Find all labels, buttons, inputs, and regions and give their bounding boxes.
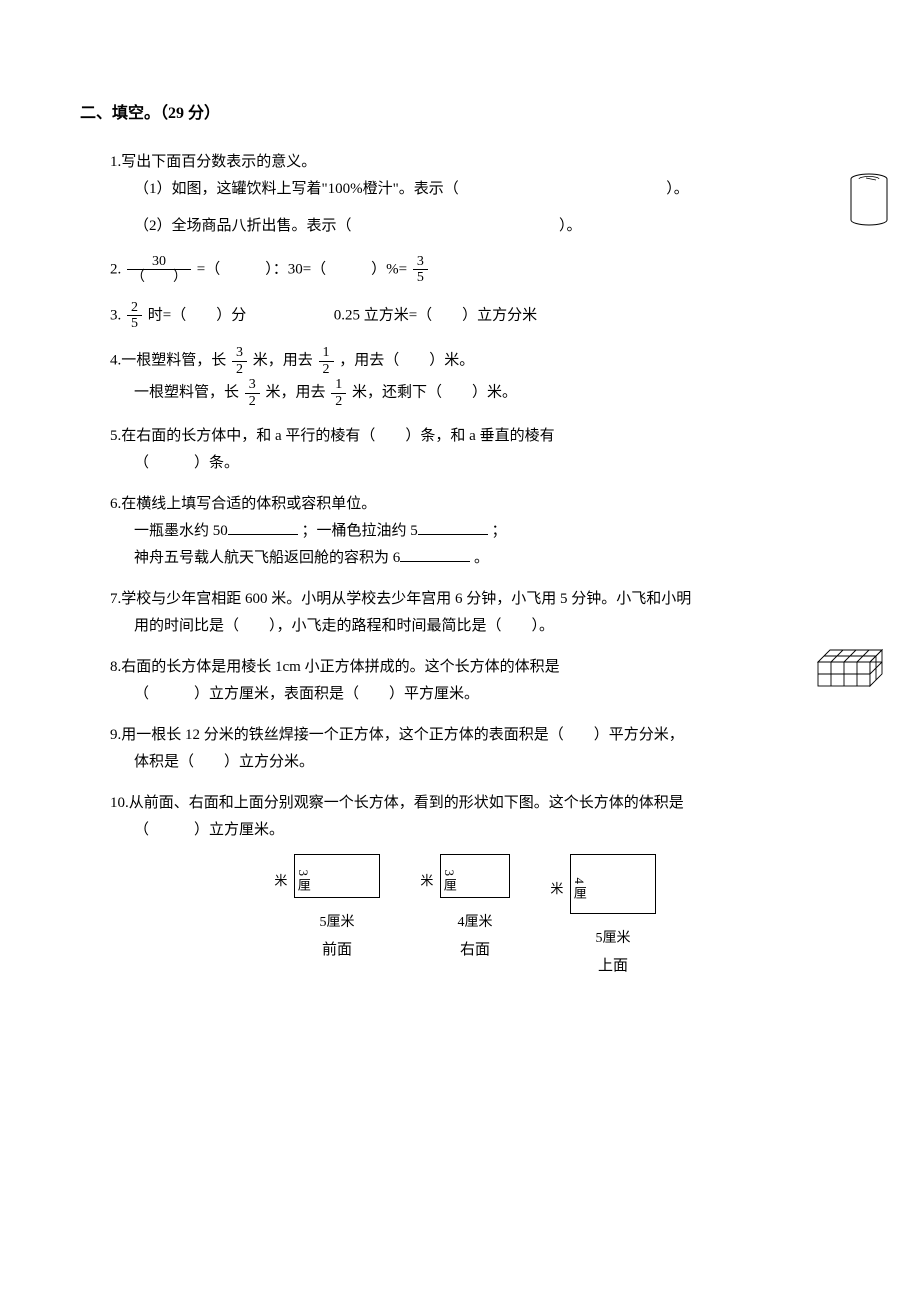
q1-sub2-text: （2）全场商品八折出售。表示（ xyxy=(134,218,352,234)
q4-f4d: 2 xyxy=(331,393,346,409)
q4-f1n: 3 xyxy=(232,345,247,360)
view-front-hlabel: 5厘米 xyxy=(294,910,380,935)
q6-l1: 6.在横线上填写合适的体积或容积单位。 xyxy=(110,491,840,518)
q10: 10.从前面、右面和上面分别观察一个长方体，看到的形状如下图。这个长方体的体积是… xyxy=(110,790,840,980)
q1-sub1-text: （1）如图，这罐饮料上写着"100%橙汁"。表示（ xyxy=(134,181,459,197)
view-top-box xyxy=(570,854,656,914)
q6-l3: 神舟五号载人航天飞船返回舱的容积为 6 。 xyxy=(134,545,840,572)
q2-prefix: 2. xyxy=(110,261,121,277)
q4-f2d: 2 xyxy=(319,361,334,377)
view-front-face: 前面 xyxy=(294,937,380,964)
q4-l1a: 4.一根塑料管，长 xyxy=(110,353,226,369)
q3-frac1-num: 2 xyxy=(127,300,142,315)
q4-l2b: 米，用去 xyxy=(266,384,326,400)
q3-frac1-den: 5 xyxy=(127,315,142,331)
view-right-hlabel: 4厘米 xyxy=(440,910,510,935)
q9-l1: 9.用一根长 12 分米的铁丝焊接一个正方体，这个正方体的表面积是（ ）平方分米… xyxy=(110,722,840,749)
q3-prefix: 3. xyxy=(110,307,121,323)
q6-l3b: 。 xyxy=(474,550,489,566)
q5: 5.在右面的长方体中，和 a 平行的棱有（ ）条，和 a 垂直的棱有 （ ）条。 xyxy=(110,423,840,477)
q3: 3. 2 5 时=（ ）分 0.25 立方米=（ ）立方分米 xyxy=(110,300,840,332)
view-top-face: 上面 xyxy=(570,953,656,980)
cuboid-grid-icon xyxy=(816,648,890,698)
q2-mid: =（ ）：30=（ ）%= xyxy=(197,261,411,277)
q7-l1: 7.学校与少年宫相距 600 米。小明从学校去少年宫用 6 分钟，小飞用 5 分… xyxy=(110,586,840,613)
view-right: 3厘米 4厘米 右面 xyxy=(440,854,510,980)
q1-stem: 1.写出下面百分数表示的意义。 xyxy=(110,149,840,176)
q4-frac2: 1 2 xyxy=(319,345,334,377)
q4-l2c: 米，还剩下（ ）米。 xyxy=(352,384,517,400)
q6-l2: 一瓶墨水约 50 ；一桶色拉油约 5 ； xyxy=(134,518,840,545)
q6: 6.在横线上填写合适的体积或容积单位。 一瓶墨水约 50 ；一桶色拉油约 5 ；… xyxy=(110,491,840,572)
q4-f3d: 2 xyxy=(245,393,260,409)
can-icon xyxy=(848,172,890,238)
three-views: 3厘米 5厘米 前面 3厘米 4厘米 右面 4厘米 5厘米 xyxy=(110,854,840,980)
q3-frac1: 2 5 xyxy=(127,300,142,332)
q2: 2. 30 （ ） =（ ）：30=（ ）%= 3 5 xyxy=(110,254,840,286)
view-front: 3厘米 5厘米 前面 xyxy=(294,854,380,980)
view-right-box xyxy=(440,854,510,898)
q4-l2a: 一根塑料管，长 xyxy=(134,384,239,400)
q3-part1: 时=（ ）分 xyxy=(148,307,246,323)
q7: 7.学校与少年宫相距 600 米。小明从学校去少年宫用 6 分钟，小飞用 5 分… xyxy=(110,586,840,640)
q2-frac2: 3 5 xyxy=(413,254,428,286)
q10-l2: （ ）立方厘米。 xyxy=(134,817,840,844)
questions: 1.写出下面百分数表示的意义。 （1）如图，这罐饮料上写着"100%橙汁"。表示… xyxy=(110,149,840,980)
q4-f4n: 1 xyxy=(331,377,346,392)
q6-blank2 xyxy=(418,520,488,535)
q4-frac3: 3 2 xyxy=(245,377,260,409)
q9: 9.用一根长 12 分米的铁丝焊接一个正方体，这个正方体的表面积是（ ）平方分米… xyxy=(110,722,840,776)
q8-l2: （ ）立方厘米，表面积是（ ）平方厘米。 xyxy=(134,681,840,708)
q4-l1c: ，用去（ ）米。 xyxy=(339,353,474,369)
q6-l2a: 一瓶墨水约 50 xyxy=(134,523,228,539)
q4-frac4: 1 2 xyxy=(331,377,346,409)
view-front-box xyxy=(294,854,380,898)
q6-blank3 xyxy=(400,547,470,562)
view-top-hlabel: 5厘米 xyxy=(570,926,656,951)
q1: 1.写出下面百分数表示的意义。 （1）如图，这罐饮料上写着"100%橙汁"。表示… xyxy=(110,149,840,240)
q10-l1: 10.从前面、右面和上面分别观察一个长方体，看到的形状如下图。这个长方体的体积是 xyxy=(110,790,840,817)
q4: 4.一根塑料管，长 3 2 米，用去 1 2 ，用去（ ）米。 一根塑料管，长 … xyxy=(110,345,840,409)
q1-sub2-end: ）。 xyxy=(559,218,582,234)
q1-sub2: （2）全场商品八折出售。表示（ ）。 xyxy=(134,213,840,240)
q2-frac1-num: 30 xyxy=(127,254,191,269)
q8-l1: 8.右面的长方体是用棱长 1cm 小正方体拼成的。这个长方体的体积是 xyxy=(110,654,840,681)
view-top: 4厘米 5厘米 上面 xyxy=(570,854,656,980)
q8: 8.右面的长方体是用棱长 1cm 小正方体拼成的。这个长方体的体积是 （ ）立方… xyxy=(110,654,840,708)
q4-line2: 一根塑料管，长 3 2 米，用去 1 2 米，还剩下（ ）米。 xyxy=(134,377,840,409)
q2-frac2-den: 5 xyxy=(413,269,428,285)
q4-f1d: 2 xyxy=(232,361,247,377)
q2-frac2-num: 3 xyxy=(413,254,428,269)
q4-frac1: 3 2 xyxy=(232,345,247,377)
q5-l1: 5.在右面的长方体中，和 a 平行的棱有（ ）条，和 a 垂直的棱有 xyxy=(110,423,840,450)
q5-l2: （ ）条。 xyxy=(134,450,840,477)
section-title: 二、填空。（29 分） xyxy=(80,100,840,129)
q6-l2b: ；一桶色拉油约 5 xyxy=(302,523,418,539)
q3-part2: 0.25 立方米=（ ）立方分米 xyxy=(334,307,537,323)
q4-line1: 4.一根塑料管，长 3 2 米，用去 1 2 ，用去（ ）米。 xyxy=(110,345,840,377)
q1-sub1: （1）如图，这罐饮料上写着"100%橙汁"。表示（ ）。 xyxy=(134,176,840,203)
q7-l2: 用的时间比是（ ），小飞走的路程和时间最简比是（ ）。 xyxy=(134,613,840,640)
view-right-face: 右面 xyxy=(440,937,510,964)
q4-f2n: 1 xyxy=(319,345,334,360)
q6-l3a: 神舟五号载人航天飞船返回舱的容积为 6 xyxy=(134,550,400,566)
q6-l2c: ； xyxy=(492,523,507,539)
q4-f3n: 3 xyxy=(245,377,260,392)
q4-l1b: 米，用去 xyxy=(253,353,313,369)
q2-frac1-den: （ ） xyxy=(127,269,191,285)
q1-sub1-end: ）。 xyxy=(666,181,689,197)
q2-frac1: 30 （ ） xyxy=(127,254,191,286)
q9-l2: 体积是（ ）立方分米。 xyxy=(134,749,840,776)
q6-blank1 xyxy=(228,520,298,535)
